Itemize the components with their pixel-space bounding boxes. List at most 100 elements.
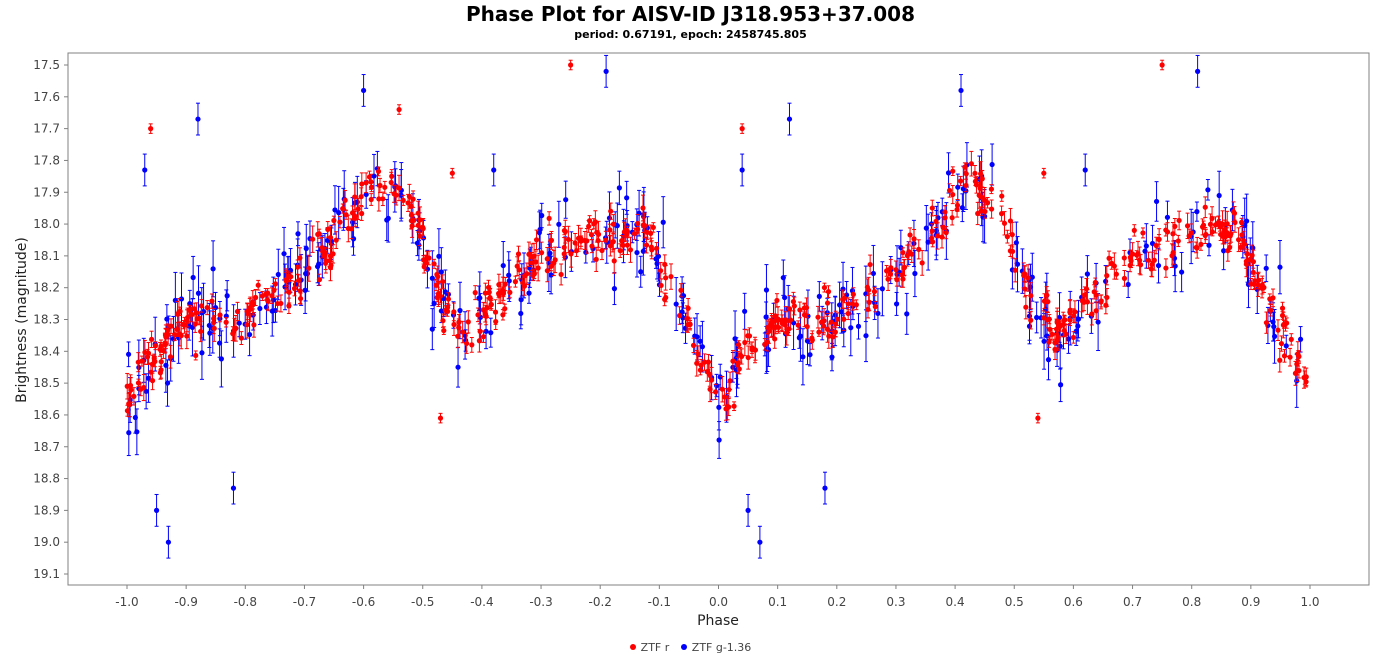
ztf-r-point bbox=[939, 225, 945, 249]
ztf-g-outlier bbox=[361, 74, 367, 107]
data-point bbox=[1271, 324, 1277, 330]
ztf-r-point bbox=[663, 292, 669, 303]
data-point bbox=[507, 289, 513, 296]
ztf-r-point bbox=[255, 279, 261, 291]
data-point bbox=[269, 308, 275, 314]
data-point bbox=[1283, 343, 1289, 349]
data-point bbox=[460, 329, 466, 335]
data-point bbox=[634, 249, 640, 256]
data-point bbox=[1294, 378, 1300, 384]
data-point bbox=[389, 173, 395, 179]
data-point bbox=[455, 364, 461, 370]
data-point bbox=[286, 303, 292, 309]
data-point bbox=[1164, 229, 1171, 235]
data-point bbox=[322, 260, 329, 266]
data-point bbox=[745, 333, 751, 339]
ztf-g-point bbox=[1216, 170, 1222, 221]
data-point bbox=[685, 322, 691, 328]
data-point bbox=[786, 116, 793, 122]
ztf-g-point bbox=[1271, 311, 1277, 342]
chart-title: Phase Plot for AISV-ID J318.953+37.008 bbox=[466, 2, 915, 26]
data-point bbox=[544, 256, 550, 262]
ztf-r-point bbox=[1121, 270, 1128, 287]
data-point bbox=[546, 215, 552, 222]
ztf-g-point bbox=[371, 153, 377, 199]
data-point bbox=[506, 278, 512, 284]
data-point bbox=[359, 210, 365, 217]
ztf-r-point bbox=[1093, 290, 1099, 300]
data-point bbox=[716, 437, 722, 443]
data-point bbox=[539, 212, 545, 219]
ztf-g-point bbox=[898, 229, 904, 266]
ztf-r-point bbox=[1294, 359, 1300, 382]
data-point bbox=[224, 293, 230, 299]
data-point bbox=[627, 247, 634, 253]
data-point bbox=[533, 237, 540, 243]
data-point bbox=[833, 321, 839, 327]
ztf-r-point bbox=[375, 166, 382, 177]
data-point bbox=[1275, 327, 1281, 333]
data-point bbox=[1169, 253, 1175, 259]
data-point bbox=[735, 342, 742, 348]
ztf-r-point bbox=[223, 316, 229, 328]
data-point bbox=[742, 308, 748, 314]
data-point bbox=[1241, 238, 1247, 244]
ztf-r-point bbox=[1287, 347, 1293, 367]
data-point bbox=[303, 245, 309, 252]
ztf-r-point bbox=[578, 235, 584, 247]
ztf-r-point bbox=[801, 302, 808, 328]
data-point bbox=[638, 269, 644, 275]
ztf-r-point bbox=[250, 290, 256, 316]
ztf-r-point bbox=[544, 246, 550, 271]
data-point bbox=[707, 386, 713, 392]
ztf-r-point bbox=[204, 300, 210, 316]
data-point bbox=[297, 255, 303, 261]
data-point bbox=[836, 302, 843, 308]
ztf-r-point bbox=[152, 355, 158, 368]
data-point bbox=[643, 242, 650, 248]
data-point bbox=[731, 403, 737, 409]
data-point bbox=[548, 263, 554, 269]
data-point bbox=[568, 251, 574, 257]
ztf-r-point bbox=[548, 230, 555, 250]
data-point bbox=[662, 261, 668, 267]
data-point bbox=[957, 178, 964, 184]
ztf-g-point bbox=[455, 346, 461, 388]
data-point bbox=[472, 290, 478, 296]
data-point bbox=[330, 251, 336, 257]
data-point bbox=[1195, 68, 1201, 74]
data-point bbox=[790, 298, 797, 305]
data-point bbox=[438, 308, 444, 314]
data-point bbox=[1131, 227, 1137, 233]
ztf-r-point bbox=[888, 258, 894, 277]
data-point bbox=[1067, 307, 1073, 313]
ztf-r-point bbox=[165, 324, 171, 345]
data-point bbox=[717, 374, 723, 380]
ztf-r-point bbox=[690, 337, 697, 354]
ztf-g-point bbox=[332, 185, 338, 235]
data-point bbox=[653, 256, 659, 262]
ztf-r-point bbox=[410, 190, 416, 208]
data-point bbox=[388, 179, 394, 186]
data-point bbox=[350, 236, 357, 242]
ztf-r-point bbox=[1082, 286, 1088, 304]
ztf-g-point bbox=[556, 200, 562, 248]
ztf-r-point bbox=[824, 315, 831, 343]
data-point bbox=[1063, 331, 1069, 337]
ztf-r-point bbox=[582, 231, 588, 250]
ztf-r-point bbox=[368, 182, 375, 193]
data-point bbox=[1220, 233, 1226, 239]
ztf-r-point bbox=[456, 314, 462, 331]
ztf-r-point bbox=[1207, 213, 1214, 236]
ztf-g-point bbox=[429, 250, 435, 307]
ztf-r-point bbox=[845, 297, 851, 311]
data-point bbox=[923, 225, 929, 231]
data-point bbox=[278, 300, 284, 307]
data-point bbox=[1153, 198, 1160, 205]
ztf-r-point bbox=[809, 330, 815, 350]
data-point bbox=[594, 229, 600, 236]
ztf-r-point bbox=[1184, 212, 1191, 240]
data-point bbox=[1259, 282, 1265, 288]
data-point bbox=[451, 321, 457, 328]
data-point bbox=[853, 302, 859, 308]
